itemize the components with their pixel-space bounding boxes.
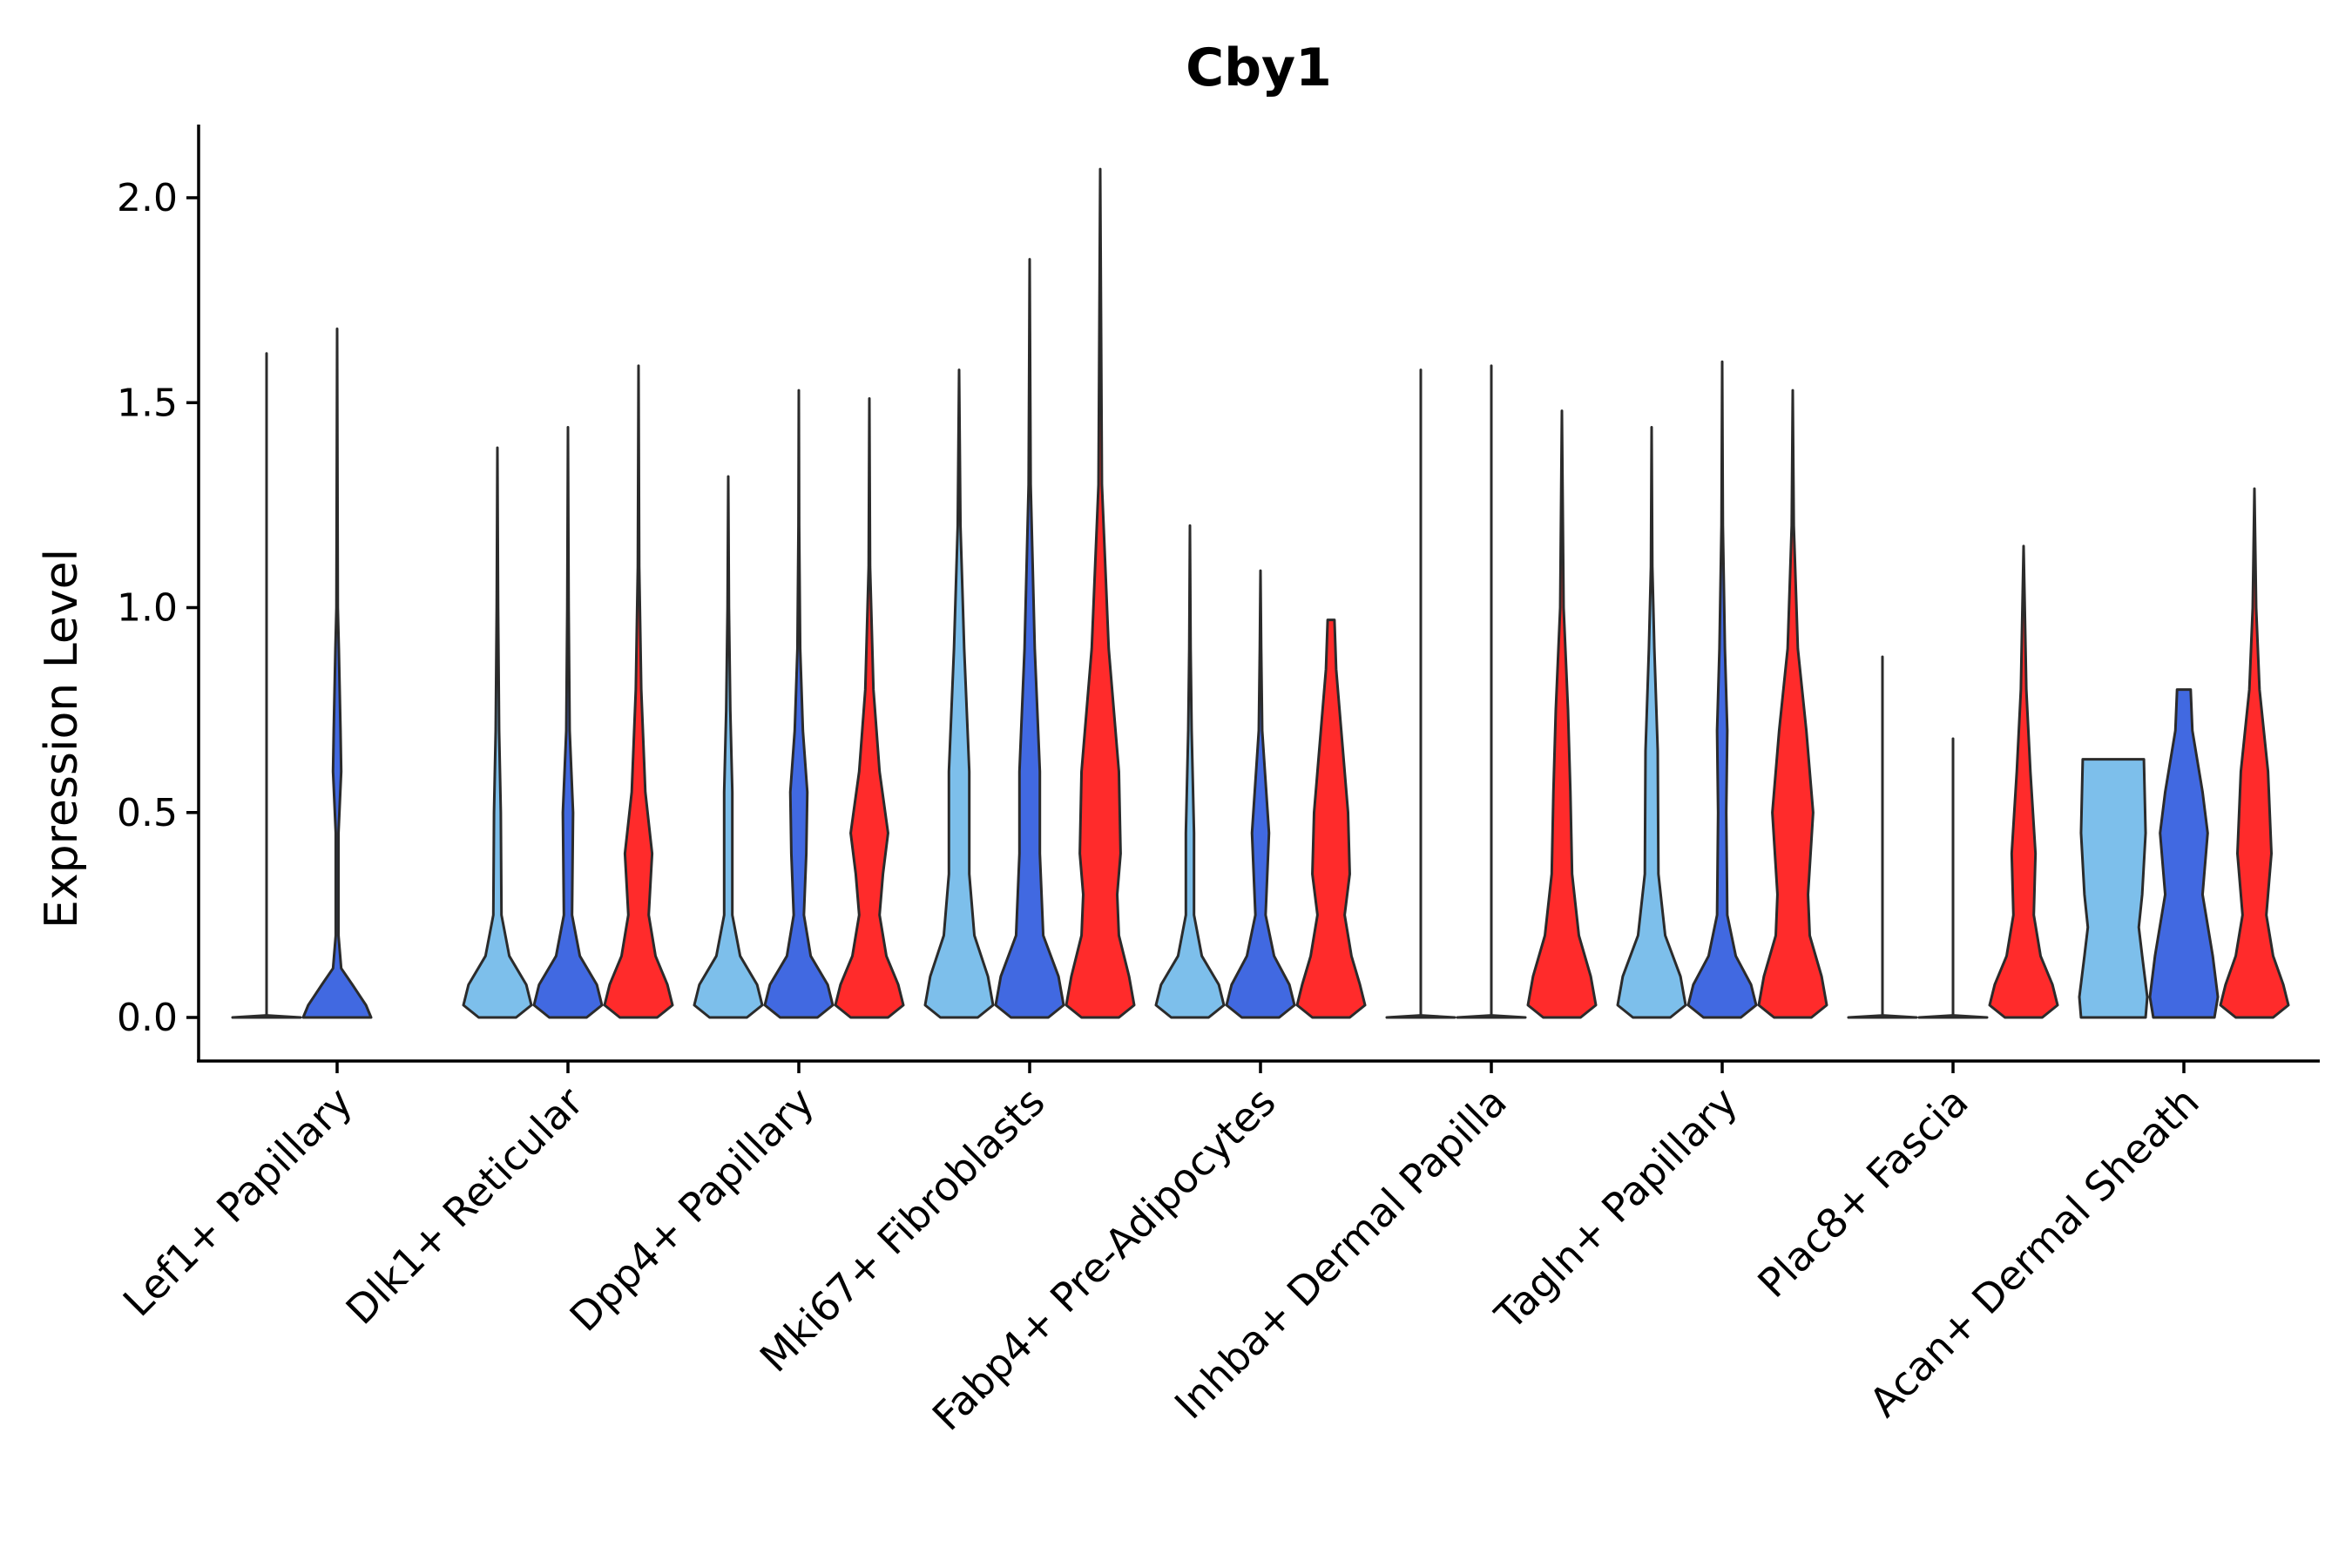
- violin-dpp4-papillary-group-2: [763, 389, 835, 1019]
- violin-tagln-papillary-group-2: [1686, 360, 1758, 1019]
- violin-mki67-fibroblasts-group-1: [923, 368, 995, 1019]
- violin-dpp4-papillary-group-3: [834, 397, 905, 1019]
- x-tick-label-plac8-fascia: Plac8+ Fascia: [1748, 1078, 1977, 1307]
- violin-acan-dermal-sheath-group-3: [2219, 487, 2290, 1019]
- axes-layer: [197, 125, 2320, 1063]
- violin-mki67-fibroblasts-group-2: [994, 258, 1065, 1019]
- violins-layer: [231, 167, 2290, 1019]
- y-ticks: 0.0 0.5 1.0 1.5 2.0: [117, 176, 199, 1040]
- y-axis-label: Expression Level: [36, 549, 88, 929]
- x-tick-label-dpp4-papillary: Dpp4+ Papillary: [561, 1078, 823, 1341]
- violin-inhba-dermal-papilla-group-2: [1456, 364, 1527, 1019]
- y-tick-label: 0.0: [117, 996, 178, 1040]
- y-tick-label: 2.0: [117, 176, 178, 220]
- violin-inhba-dermal-papilla-group-1: [1385, 368, 1456, 1019]
- y-tick-label: 1.5: [117, 381, 178, 425]
- violin-tagln-papillary-group-1: [1616, 425, 1687, 1019]
- violin-dlk1-reticular-group-3: [603, 364, 674, 1019]
- y-tick-label: 1.0: [117, 586, 178, 631]
- violin-fabp4-pre-adipocytes-group-2: [1225, 569, 1296, 1019]
- y-tick-label: 0.5: [117, 791, 178, 835]
- violin-acan-dermal-sheath-group-1: [2078, 758, 2149, 1019]
- violin-fabp4-pre-adipocytes-group-3: [1295, 618, 1367, 1019]
- violin-dpp4-papillary-group-1: [693, 475, 764, 1019]
- chart-title: Cby1: [1186, 37, 1332, 98]
- violin-lef1-papillary-group-2: [301, 328, 373, 1019]
- x-tick-label-lef1-papillary: Lef1+ Papillary: [114, 1078, 362, 1326]
- violin-plac8-fascia-group-2: [1917, 737, 1989, 1019]
- violin-plac8-fascia-group-1: [1847, 655, 1918, 1019]
- violin-dlk1-reticular-group-2: [532, 425, 604, 1019]
- violin-lef1-papillary-group-1: [231, 352, 302, 1019]
- x-tick-label-tagln-papillary: Tagln+ Papillary: [1485, 1078, 1747, 1340]
- violin-dlk1-reticular-group-1: [462, 446, 533, 1019]
- violin-mki67-fibroblasts-group-3: [1064, 167, 1136, 1019]
- violin-tagln-papillary-group-3: [1757, 389, 1828, 1019]
- violin-acan-dermal-sheath-group-2: [2148, 688, 2220, 1019]
- violin-fabp4-pre-adipocytes-group-1: [1154, 524, 1226, 1019]
- violin-plac8-fascia-group-3: [1988, 544, 2059, 1019]
- x-tick-label-dlk1-reticular: Dlk1+ Reticular: [337, 1078, 592, 1334]
- violin-inhba-dermal-papilla-group-3: [1526, 409, 1598, 1019]
